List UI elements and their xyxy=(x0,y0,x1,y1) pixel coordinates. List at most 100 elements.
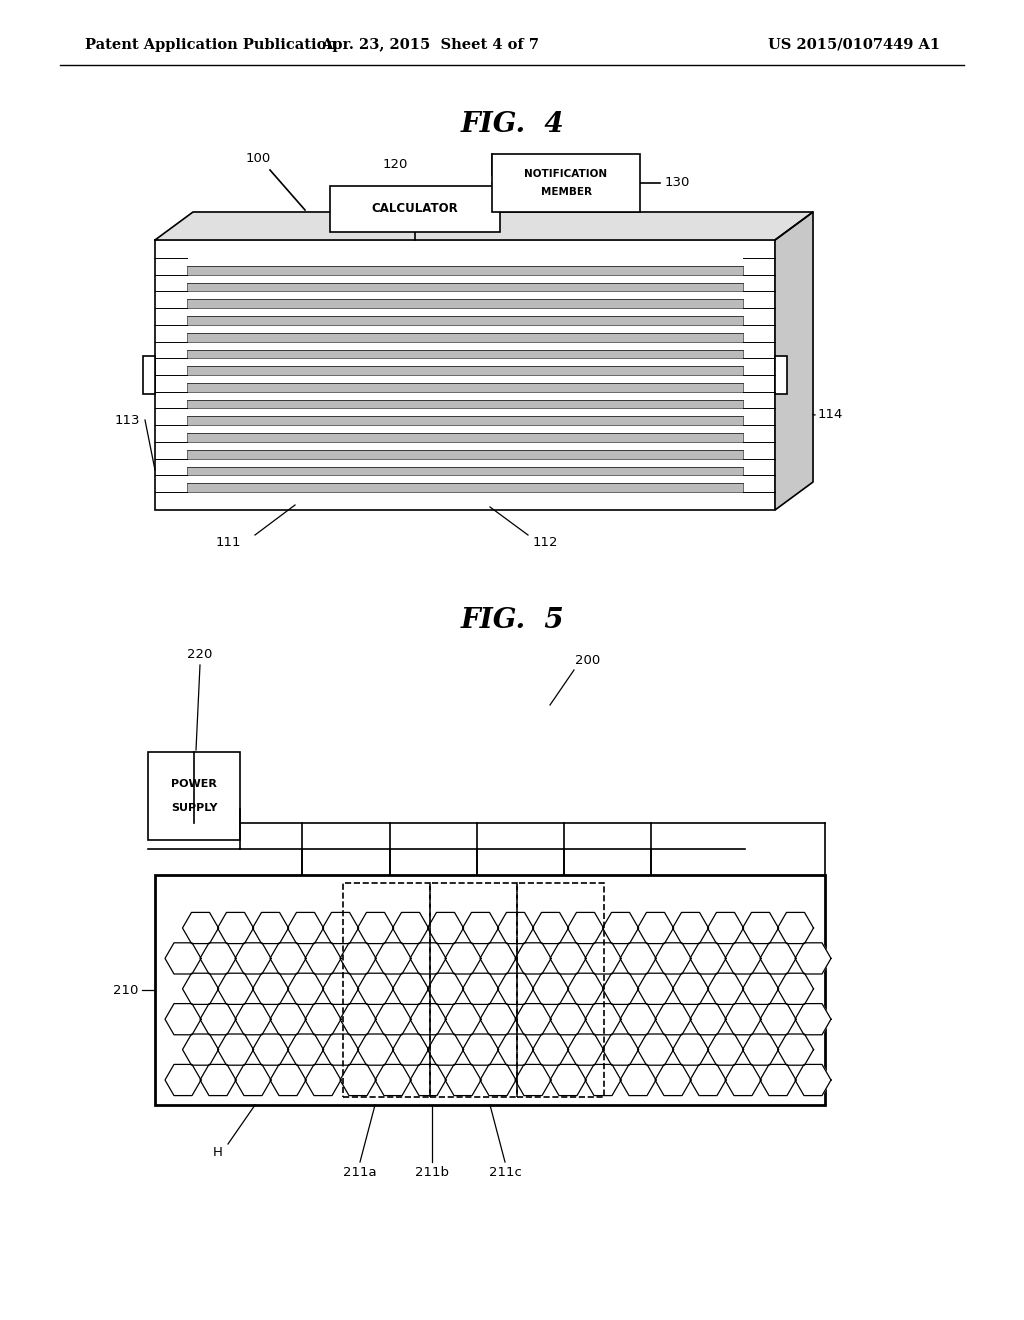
Polygon shape xyxy=(165,1003,201,1035)
Polygon shape xyxy=(480,1064,516,1096)
Text: H: H xyxy=(213,1146,223,1159)
Polygon shape xyxy=(410,1003,446,1035)
Polygon shape xyxy=(480,1003,516,1035)
Polygon shape xyxy=(498,1034,534,1065)
Bar xyxy=(187,450,743,458)
Polygon shape xyxy=(708,973,743,1005)
Polygon shape xyxy=(217,1034,254,1065)
Text: 200: 200 xyxy=(575,653,601,667)
Text: 211a: 211a xyxy=(343,1166,377,1179)
Polygon shape xyxy=(155,213,813,240)
Polygon shape xyxy=(200,1003,236,1035)
Polygon shape xyxy=(760,942,796,974)
Bar xyxy=(187,300,743,308)
Polygon shape xyxy=(550,1064,586,1096)
Bar xyxy=(330,186,500,232)
Polygon shape xyxy=(392,1034,428,1065)
Polygon shape xyxy=(323,973,358,1005)
Bar xyxy=(343,883,430,1097)
Polygon shape xyxy=(165,1064,201,1096)
Polygon shape xyxy=(323,912,358,944)
Polygon shape xyxy=(777,973,813,1005)
Text: 114: 114 xyxy=(818,408,844,421)
Polygon shape xyxy=(445,1003,481,1035)
Bar xyxy=(187,282,743,292)
Polygon shape xyxy=(217,912,254,944)
Polygon shape xyxy=(234,1003,271,1035)
Bar xyxy=(517,883,604,1097)
Polygon shape xyxy=(655,1003,691,1035)
Polygon shape xyxy=(602,973,639,1005)
Text: 130: 130 xyxy=(665,177,690,190)
Polygon shape xyxy=(305,1003,341,1035)
Polygon shape xyxy=(775,213,813,510)
Polygon shape xyxy=(323,1034,358,1065)
Polygon shape xyxy=(760,1064,796,1096)
Polygon shape xyxy=(445,942,481,974)
Polygon shape xyxy=(655,942,691,974)
Polygon shape xyxy=(690,1064,726,1096)
Polygon shape xyxy=(498,973,534,1005)
Polygon shape xyxy=(638,973,674,1005)
Polygon shape xyxy=(165,942,201,974)
Polygon shape xyxy=(708,912,743,944)
Bar xyxy=(430,883,517,1097)
Bar xyxy=(775,356,787,393)
Polygon shape xyxy=(182,912,218,944)
Polygon shape xyxy=(532,912,568,944)
Text: 220: 220 xyxy=(187,648,213,661)
Polygon shape xyxy=(550,1003,586,1035)
Text: POWER: POWER xyxy=(171,779,217,789)
Bar xyxy=(148,752,240,840)
Polygon shape xyxy=(585,1003,621,1035)
Text: MEMBER: MEMBER xyxy=(541,187,592,197)
Bar xyxy=(187,317,743,325)
Polygon shape xyxy=(270,942,306,974)
Polygon shape xyxy=(673,912,709,944)
Bar xyxy=(187,267,743,275)
Bar xyxy=(187,416,743,425)
Polygon shape xyxy=(392,973,428,1005)
Bar xyxy=(187,333,743,342)
Polygon shape xyxy=(234,942,271,974)
Polygon shape xyxy=(795,1003,831,1035)
Polygon shape xyxy=(200,942,236,974)
Polygon shape xyxy=(742,1034,778,1065)
Polygon shape xyxy=(515,942,551,974)
Polygon shape xyxy=(708,1034,743,1065)
Text: US 2015/0107449 A1: US 2015/0107449 A1 xyxy=(768,38,940,51)
Bar xyxy=(187,433,743,442)
Polygon shape xyxy=(375,1064,411,1096)
Polygon shape xyxy=(445,1064,481,1096)
Polygon shape xyxy=(673,1034,709,1065)
Polygon shape xyxy=(392,912,428,944)
Text: CALCULATOR: CALCULATOR xyxy=(372,202,459,215)
Polygon shape xyxy=(375,1003,411,1035)
Polygon shape xyxy=(673,973,709,1005)
Bar xyxy=(492,154,640,213)
Polygon shape xyxy=(182,1034,218,1065)
Polygon shape xyxy=(427,1034,464,1065)
Polygon shape xyxy=(427,973,464,1005)
Text: 210: 210 xyxy=(113,983,138,997)
Polygon shape xyxy=(253,1034,289,1065)
Polygon shape xyxy=(463,973,499,1005)
Polygon shape xyxy=(602,1034,639,1065)
Polygon shape xyxy=(270,1064,306,1096)
Polygon shape xyxy=(217,973,254,1005)
Bar xyxy=(155,875,825,1105)
Text: FIG.  5: FIG. 5 xyxy=(460,606,564,634)
Polygon shape xyxy=(532,1034,568,1065)
Polygon shape xyxy=(620,942,656,974)
Text: 120: 120 xyxy=(382,158,408,172)
Polygon shape xyxy=(270,1003,306,1035)
Polygon shape xyxy=(340,1003,376,1035)
Polygon shape xyxy=(567,912,603,944)
Polygon shape xyxy=(567,1034,603,1065)
Text: FIG.  4: FIG. 4 xyxy=(460,111,564,139)
Polygon shape xyxy=(253,912,289,944)
Polygon shape xyxy=(760,1003,796,1035)
Polygon shape xyxy=(498,912,534,944)
Polygon shape xyxy=(410,1064,446,1096)
Polygon shape xyxy=(463,912,499,944)
